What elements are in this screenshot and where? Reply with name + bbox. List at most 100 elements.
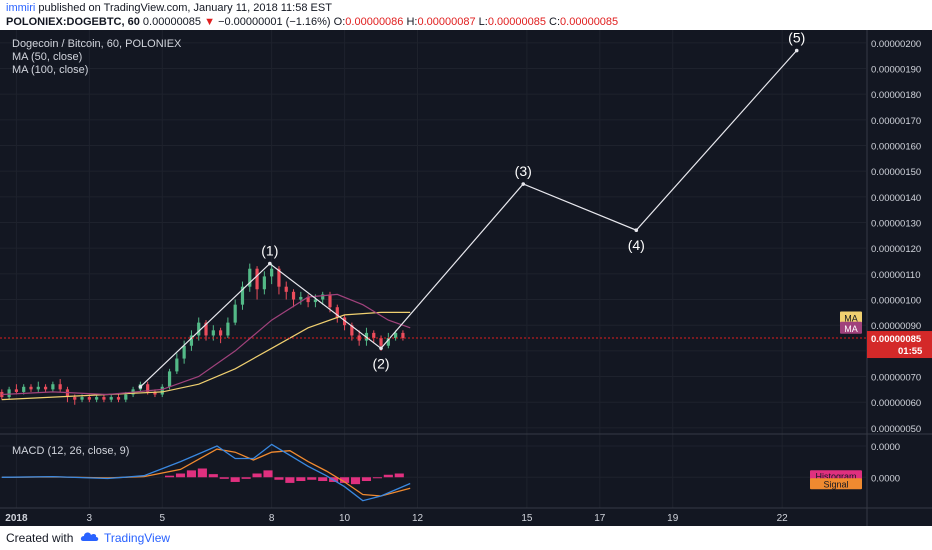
y-tick-label-13: 0.00000180	[871, 90, 921, 101]
wave-point-2	[379, 346, 383, 351]
macd-hist-bar-14	[318, 477, 328, 482]
candle-body-4	[29, 386, 33, 390]
macd-hist-bar-11	[285, 477, 295, 483]
candle-body-48	[350, 325, 354, 336]
wave-point-3	[521, 182, 526, 186]
x-tick-label-1: 3	[87, 513, 93, 524]
candle-body-27	[197, 322, 201, 336]
x-tick-label-8: 19	[667, 513, 679, 524]
macd-hist-bar-18	[361, 477, 372, 482]
candle-body-52	[379, 338, 383, 346]
macd-tag-bg-1	[810, 478, 862, 490]
countdown-tag: 01:55	[898, 346, 923, 357]
candle-body-20	[146, 384, 150, 392]
high-label: H:	[406, 16, 418, 28]
created-with-text: Created with	[6, 531, 74, 545]
candle-body-44	[321, 294, 325, 300]
candle-body-6	[43, 386, 48, 390]
candle-body-47	[342, 317, 347, 326]
candle-body-12	[87, 397, 91, 400]
chart-svg[interactable]: (1) (2) (3) (4) (5) 0.00000050 0.00000060 0.00…	[0, 30, 932, 526]
macd-tag-label-0: Histogram	[815, 471, 856, 481]
macd-hist-bar-19	[372, 477, 382, 479]
y-tick-label-8: 0.00000130	[871, 219, 921, 230]
close-value: 0.00000085	[560, 16, 619, 28]
y-tick-label-9: 0.00000140	[871, 193, 921, 204]
candle-body-35	[255, 268, 259, 290]
candle-body-25	[182, 345, 186, 359]
candle-body-41	[299, 296, 303, 300]
last-price-tag: 0.00000085	[871, 334, 922, 345]
y-tick-label-6: 0.00000110	[871, 270, 921, 281]
candle-body-26	[189, 335, 194, 346]
candle-body-28	[204, 322, 208, 336]
time-axis[interactable]: 2018 3 5 8 10 12 15 17 19 22	[5, 513, 788, 524]
candle-body-8	[58, 384, 62, 390]
candle-body-11	[80, 397, 84, 400]
candle-body-45	[328, 294, 332, 308]
chart-area[interactable]: (1) (2) (3) (4) (5) 0.00000050 0.00000060 0.00…	[0, 30, 932, 526]
macd-hist-bar-7	[241, 477, 251, 479]
macd-hist-bar-20	[383, 474, 393, 478]
candle-body-43	[313, 299, 318, 303]
x-tick-label-4: 10	[339, 513, 351, 524]
publish-line: immiri published on TradingView.com, Jan…	[6, 2, 332, 14]
moving-averages	[1, 293, 411, 401]
y-tick-label-15: 0.00000200	[871, 39, 921, 50]
candle-body-13	[95, 397, 99, 400]
elliott-wave-drawing[interactable]: (1) (2) (3) (4) (5)	[138, 30, 806, 389]
ma-tag-label-0: MA	[844, 313, 858, 323]
candle-body-14	[102, 397, 106, 400]
candle-body-32	[233, 304, 237, 323]
wave-label-3: (3)	[515, 163, 532, 179]
ma-tag-label-1: MA	[844, 324, 858, 334]
wave-label-4: (4)	[628, 237, 645, 253]
tradingview-brand[interactable]: TradingView	[104, 531, 171, 545]
x-tick-label-5: 12	[412, 513, 424, 524]
macd-hist-bar-16	[340, 477, 350, 483]
candles	[0, 263, 405, 405]
ma100-line	[1, 311, 411, 401]
author-link[interactable]: immiri	[6, 2, 36, 14]
candle-body-1	[7, 389, 11, 398]
publish-header: immiri published on TradingView.com, Jan…	[0, 0, 932, 30]
last-price: 0.00000085	[142, 16, 202, 28]
y-tick-label-5: 0.00000100	[871, 296, 921, 307]
macd-grid	[0, 445, 866, 478]
ma-tag-bg-0	[840, 311, 862, 324]
grid	[0, 30, 866, 508]
legend-macd: MACD (12, 26, close, 9)	[12, 445, 129, 457]
candle-body-42	[306, 296, 310, 303]
macd-hist-bar-6	[230, 477, 240, 482]
down-arrow-icon: ▼	[204, 16, 215, 28]
wave-point-0	[138, 384, 143, 389]
legend-title: Dogecoin / Bitcoin, 60, POLONIEX	[12, 38, 182, 50]
candle-body-51	[372, 332, 376, 339]
publish-info: published on TradingView.com, January 11…	[38, 2, 332, 14]
candle-body-5	[36, 386, 40, 390]
candle-body-10	[73, 397, 77, 400]
candle-body-15	[109, 397, 113, 400]
candle-body-38	[277, 268, 281, 287]
macd-hist-bar-1	[175, 473, 186, 478]
y-tick-label-4: 0.00000090	[871, 321, 921, 332]
x-tick-label-2: 5	[159, 513, 165, 524]
candle-body-46	[335, 307, 339, 318]
macd-hist-bar-2	[186, 470, 196, 478]
symbol-label: POLONIEX:DOGEBTC, 60	[6, 16, 140, 28]
y-tick-label-2: 0.00000070	[871, 373, 921, 384]
x-tick-label-3: 8	[269, 513, 275, 524]
macd-hist-bar-4	[208, 474, 218, 478]
y-tick-label-1: 0.00000060	[871, 398, 921, 409]
wave-point-5	[794, 48, 799, 53]
macd-hist-bar-13	[307, 477, 317, 480]
candle-body-30	[219, 330, 223, 336]
wave-path	[139, 50, 798, 388]
candle-body-3	[22, 386, 26, 392]
candle-body-53	[386, 338, 390, 346]
candle-body-7	[51, 384, 55, 390]
candle-body-24	[175, 358, 179, 372]
y-tick-label-0: 0.00000050	[871, 424, 921, 435]
price-axis[interactable]: 0.000000500.000000600.000000700.00000080…	[810, 39, 932, 490]
macd-tick-label-1: 0.0000	[871, 473, 900, 484]
